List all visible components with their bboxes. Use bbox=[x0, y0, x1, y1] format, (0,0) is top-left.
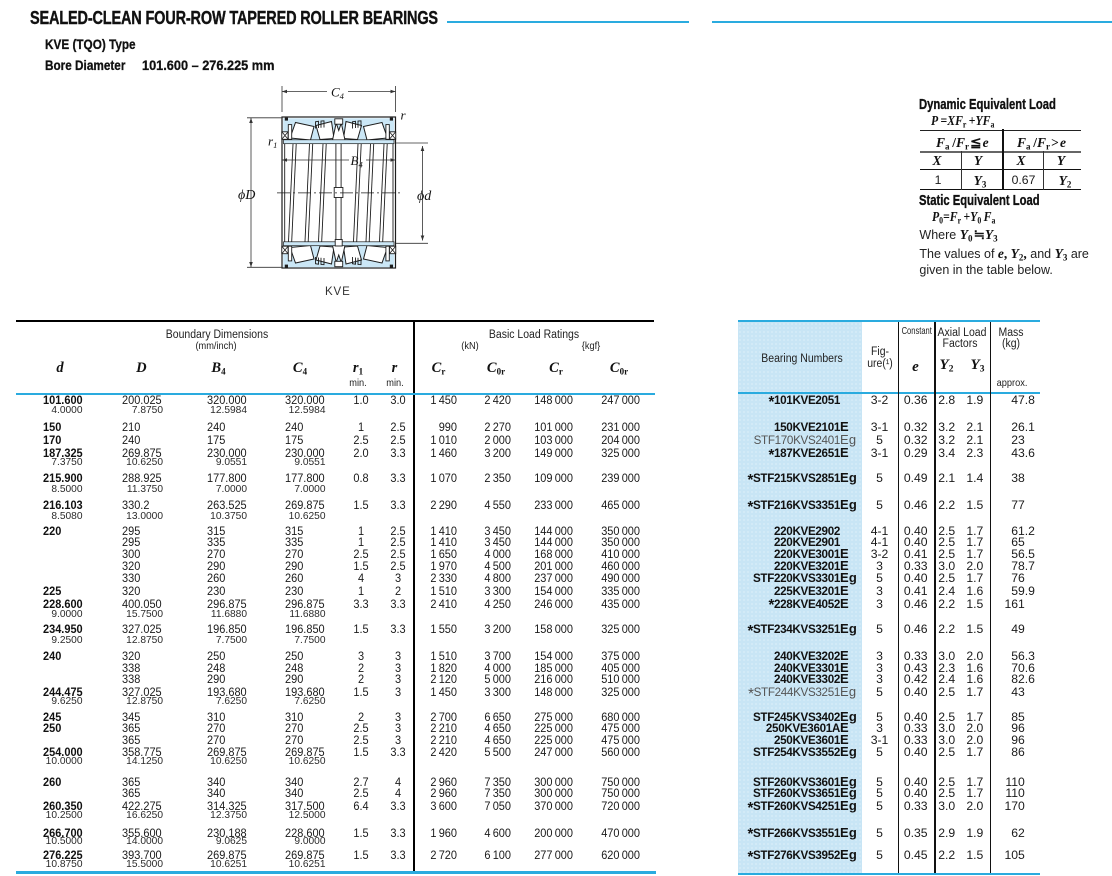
svg-text:ϕd: ϕd bbox=[417, 189, 432, 204]
svg-text:r1: r1 bbox=[268, 134, 277, 151]
svg-text:r: r bbox=[401, 108, 407, 123]
svg-text:ϕD: ϕD bbox=[238, 188, 255, 203]
svg-text:C4: C4 bbox=[331, 84, 345, 101]
